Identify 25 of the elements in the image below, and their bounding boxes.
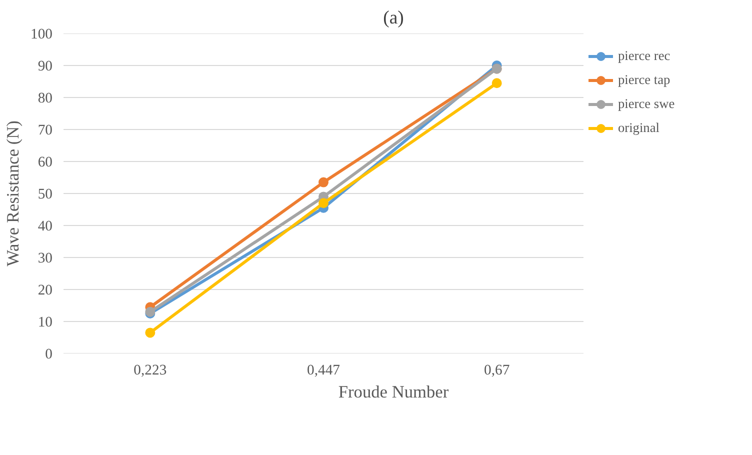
y-tick-label: 50 [38, 186, 52, 202]
y-tick-label: 20 [38, 282, 52, 298]
y-tick-label: 10 [38, 314, 52, 330]
x-tick-label: 0,447 [307, 362, 340, 378]
y-tick-label: 40 [38, 218, 52, 234]
y-tick-label: 30 [38, 250, 52, 266]
y-axis-title: Wave Resistance (N) [4, 120, 23, 266]
point [492, 78, 502, 88]
y-tick-label: 0 [45, 346, 52, 362]
y-tick-label: 80 [38, 90, 52, 106]
x-tick-label: 0,223 [134, 362, 167, 378]
y-tick-label: 90 [38, 58, 52, 74]
point [318, 198, 328, 208]
legend-label: original [618, 120, 660, 136]
point [318, 177, 328, 188]
y-tick-label: 70 [38, 122, 52, 138]
point [145, 328, 156, 338]
y-tick-label: 100 [30, 26, 52, 42]
x-axis-title: Froude Number [338, 382, 449, 402]
legend-label: pierce swe [618, 96, 675, 112]
y-tick-label: 60 [38, 154, 52, 170]
legend-label: pierce rec [618, 48, 670, 64]
legend-label: pierce tap [618, 72, 670, 88]
chart-title: (a) [383, 8, 404, 28]
x-tick-label: 0,67 [484, 362, 510, 378]
